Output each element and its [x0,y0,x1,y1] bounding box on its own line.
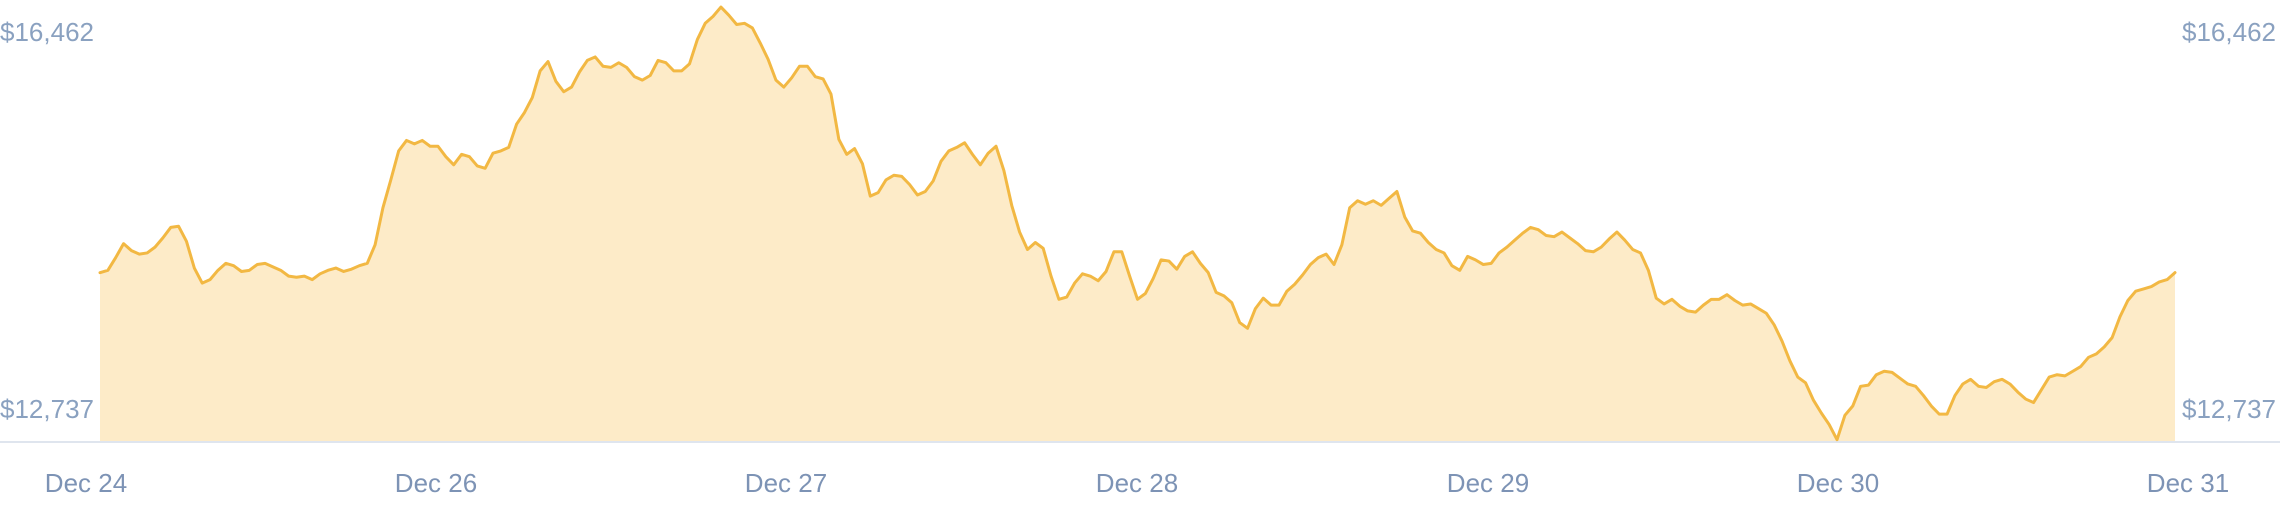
x-tick-label: Dec 30 [1797,468,1879,498]
x-tick-label: Dec 26 [395,468,477,498]
y-tick-label-bottom-left: $12,737 [0,394,94,424]
y-tick-label-top-right: $16,462 [2182,17,2276,47]
x-tick-label: Dec 31 [2147,468,2229,498]
x-tick-label: Dec 27 [745,468,827,498]
x-tick-label: Dec 28 [1096,468,1178,498]
y-tick-label-top-left: $16,462 [0,17,94,47]
price-line [98,5,2177,442]
x-tick-label: Dec 29 [1447,468,1529,498]
x-tick-label: Dec 24 [45,468,127,498]
price-area-fill [100,7,2175,442]
x-axis-labels: Dec 24 Dec 26 Dec 27 Dec 28 Dec 29 Dec 30 Dec … [45,468,2229,498]
y-tick-label-bottom-right: $12,737 [2182,394,2276,424]
